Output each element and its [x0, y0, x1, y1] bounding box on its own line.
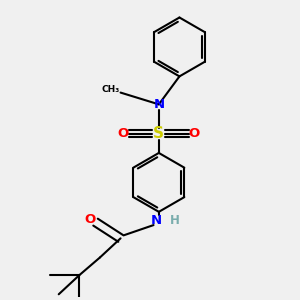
Text: O: O	[188, 127, 200, 140]
Text: O: O	[118, 127, 129, 140]
Text: CH₃: CH₃	[101, 85, 119, 94]
Text: N: N	[153, 98, 164, 111]
Text: H: H	[170, 214, 180, 227]
Text: N: N	[151, 214, 162, 227]
Text: S: S	[153, 126, 164, 141]
Text: O: O	[85, 213, 96, 226]
